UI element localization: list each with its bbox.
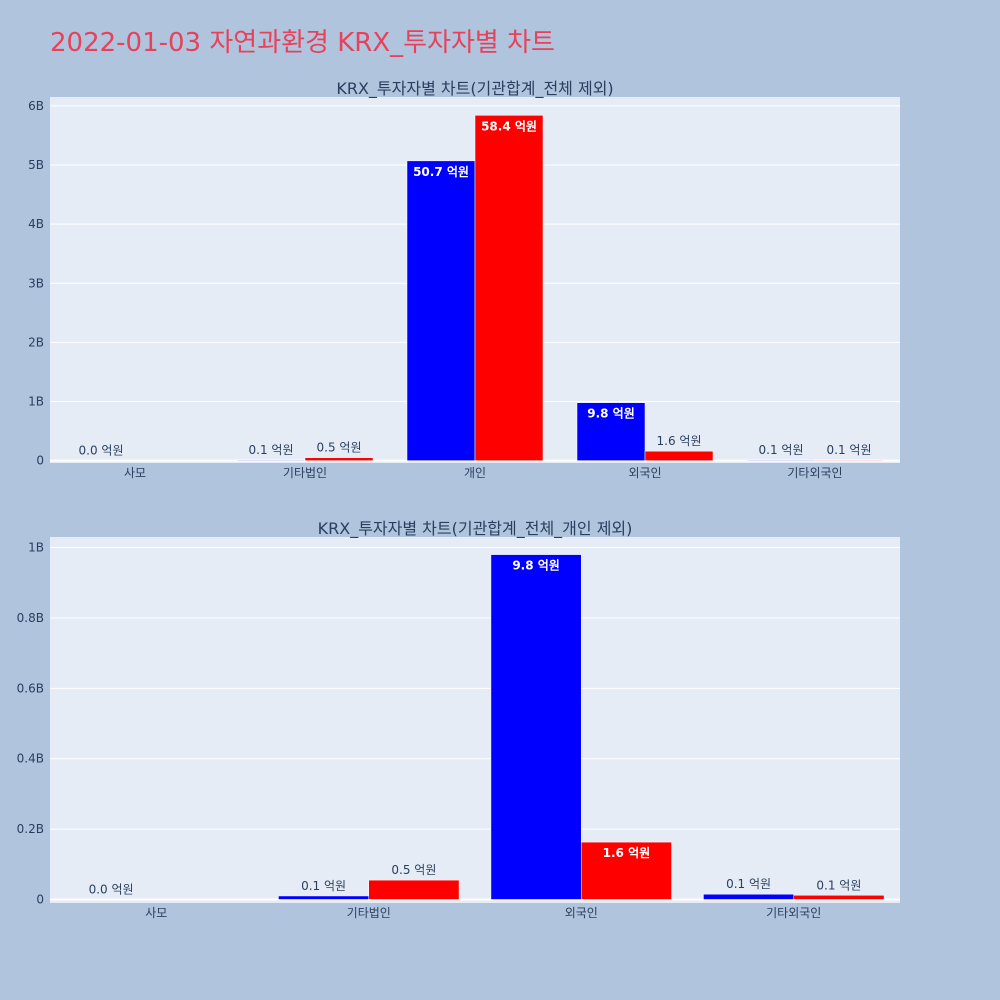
chart-2-title: KRX_투자자별 차트(기관합계_전체_개인 제외) bbox=[318, 519, 633, 539]
chart-2-bar bbox=[703, 893, 794, 900]
chart-2-data-label: 1.6 억원 bbox=[603, 846, 651, 860]
chart-2-y-tick-label: 0.2B bbox=[17, 822, 44, 836]
chart-1-bar bbox=[304, 457, 374, 461]
chart-2-plot-area bbox=[50, 537, 900, 903]
chart-1-data-label: 0.0 억원 bbox=[79, 444, 124, 458]
chart-2-x-tick-label: 외국인 bbox=[565, 906, 598, 920]
chart-1-x-tick-label: 기타외국인 bbox=[787, 466, 842, 480]
chart-1-data-label: 58.4 억원 bbox=[481, 119, 537, 133]
chart-2-bar bbox=[278, 895, 369, 900]
chart-1-y-tick-label: 0 bbox=[36, 454, 44, 468]
chart-1-data-label: 0.1 억원 bbox=[827, 443, 872, 457]
chart-1-title: KRX_투자자별 차트(기관합계_전체 제외) bbox=[336, 79, 613, 99]
chart-2-data-label: 0.1 억원 bbox=[301, 879, 346, 893]
chart-1-bar bbox=[474, 115, 544, 461]
chart-1-data-label: 0.1 억원 bbox=[249, 443, 294, 457]
chart-2-x-tick-label: 기타법인 bbox=[347, 906, 391, 920]
chart-1-x-tick-label: 사모 bbox=[124, 466, 146, 480]
chart-2-x-tick-label: 기타외국인 bbox=[766, 906, 821, 920]
chart-1-y-tick-label: 2B bbox=[28, 335, 44, 349]
chart-1-data-label: 0.1 억원 bbox=[759, 443, 804, 457]
chart-1-data-label: 9.8 억원 bbox=[587, 407, 635, 421]
chart-1-y-tick-label: 4B bbox=[28, 217, 44, 231]
chart-2-y-tick-label: 0.4B bbox=[17, 752, 44, 766]
chart-1-x-tick-label: 기타법인 bbox=[283, 466, 327, 480]
chart-1-bar bbox=[236, 459, 306, 461]
chart-1-bar bbox=[746, 459, 816, 461]
chart-2-data-label: 0.0 억원 bbox=[89, 882, 134, 896]
chart-2-data-label: 0.5 억원 bbox=[391, 863, 436, 877]
chart-1-y-tick-label: 5B bbox=[28, 158, 44, 172]
chart-1-data-label: 1.6 억원 bbox=[657, 434, 702, 448]
chart-2-x-tick-label: 사모 bbox=[145, 906, 167, 920]
chart-2-y-tick-label: 0.6B bbox=[17, 681, 44, 695]
chart-1-data-label: 0.5 억원 bbox=[317, 441, 362, 455]
chart-1-x-tick-label: 개인 bbox=[464, 466, 486, 480]
chart-2-bar bbox=[490, 554, 582, 900]
page-title: 2022-01-03 자연과환경 KRX_투자자별 차트 bbox=[50, 28, 555, 58]
chart-1-x-tick-label: 외국인 bbox=[628, 466, 661, 480]
chart-1-bar bbox=[406, 160, 476, 461]
chart-1-bar bbox=[644, 450, 714, 461]
chart-2-data-label: 0.1 억원 bbox=[816, 878, 861, 892]
chart-1-bar bbox=[576, 402, 646, 461]
chart-2-y-tick-label: 0 bbox=[36, 892, 44, 906]
chart-1-y-tick-label: 6B bbox=[28, 99, 44, 113]
chart-2-bar bbox=[793, 895, 885, 900]
chart-2-bar bbox=[368, 879, 460, 900]
chart-1-y-tick-label: 3B bbox=[28, 276, 44, 290]
chart-1-y-tick-label: 1B bbox=[28, 395, 44, 409]
chart-2-y-tick-label: 0.8B bbox=[17, 611, 44, 625]
chart-2-bar bbox=[581, 841, 672, 900]
chart-2-y-tick-label: 1B bbox=[28, 541, 44, 555]
chart-1-bar bbox=[814, 459, 884, 461]
chart-2-data-label: 9.8 억원 bbox=[512, 559, 560, 573]
chart-1-data-label: 50.7 억원 bbox=[413, 165, 469, 179]
chart-2-data-label: 0.1 억원 bbox=[726, 877, 771, 891]
